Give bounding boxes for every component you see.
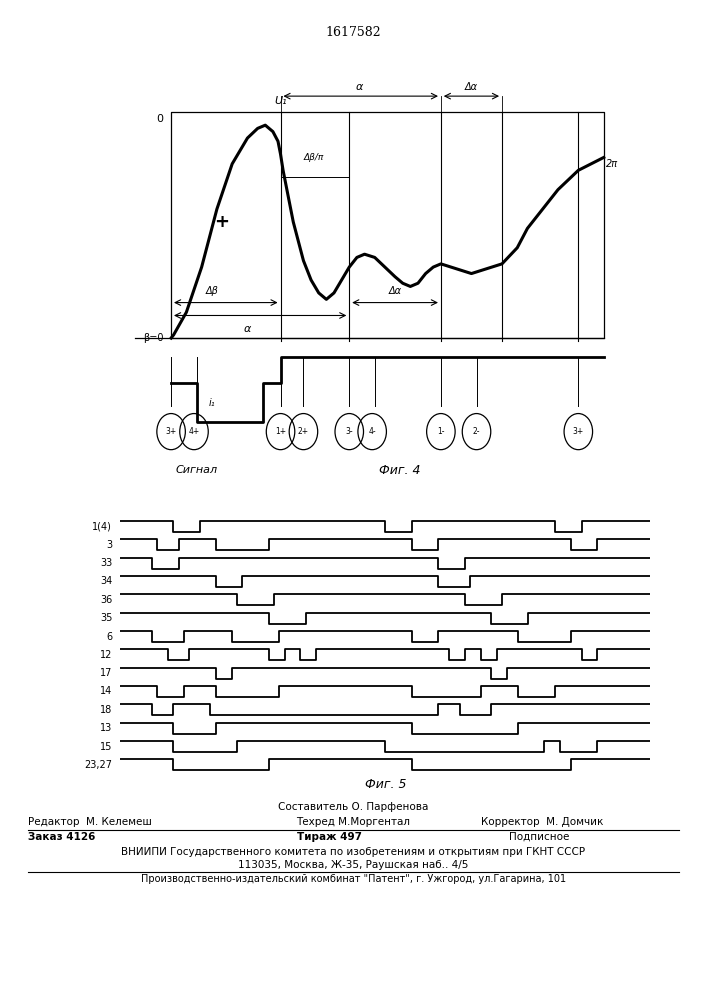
Text: ВНИИПИ Государственного комитета по изобретениям и открытиям при ГКНТ СССР: ВНИИПИ Государственного комитета по изоб… [122,847,585,857]
Text: 36: 36 [100,595,112,605]
Text: Составитель О. Парфенова: Составитель О. Парфенова [279,802,428,812]
Text: 23,27: 23,27 [84,760,112,770]
Text: Техред М.Моргентал: Техред М.Моргентал [296,817,411,827]
Text: 3-: 3- [346,427,353,436]
Text: 35: 35 [100,613,112,623]
Text: 2-: 2- [473,427,480,436]
Text: β=0: β=0 [143,333,163,343]
Text: 3+: 3+ [165,427,177,436]
Text: Фиг. 5: Фиг. 5 [365,778,406,791]
Text: 34: 34 [100,576,112,586]
Text: 14: 14 [100,686,112,696]
Text: 1+: 1+ [275,427,286,436]
Text: 13: 13 [100,723,112,733]
Text: +: + [214,213,230,231]
Text: i₁: i₁ [209,398,215,408]
Text: Тираж 497: Тираж 497 [297,832,362,842]
Text: U₁: U₁ [274,96,287,106]
Text: Производственно-издательский комбинат "Патент", г. Ужгород, ул.Гагарина, 101: Производственно-издательский комбинат "П… [141,874,566,884]
Text: 0: 0 [156,114,163,124]
Text: Редактор  М. Келемеш: Редактор М. Келемеш [28,817,152,827]
Text: 6: 6 [106,632,112,642]
Text: Сигнал: Сигнал [175,465,218,475]
Text: 4+: 4+ [188,427,199,436]
Text: Δα: Δα [465,82,478,92]
Text: 33: 33 [100,558,112,568]
Text: Фиг. 4: Фиг. 4 [380,464,421,477]
Text: 113035, Москва, Ж-35, Раушская наб.. 4/5: 113035, Москва, Ж-35, Раушская наб.. 4/5 [238,860,469,870]
Text: 12: 12 [100,650,112,660]
Text: Корректор  М. Домчик: Корректор М. Домчик [481,817,603,827]
Text: 18: 18 [100,705,112,715]
Text: 2π: 2π [607,159,619,169]
Text: α: α [244,324,251,334]
Text: Подписное: Подписное [509,832,569,842]
Text: 2+: 2+ [298,427,309,436]
Text: 4-: 4- [368,427,376,436]
Text: Заказ 4126: Заказ 4126 [28,832,95,842]
Text: 15: 15 [100,742,112,752]
Text: 3+: 3+ [573,427,584,436]
Text: Δα: Δα [389,286,402,296]
Text: Δβ/π: Δβ/π [303,153,324,162]
Text: 3: 3 [106,540,112,550]
Text: 1-: 1- [437,427,445,436]
Text: Δβ: Δβ [205,286,218,296]
Text: 1(4): 1(4) [93,522,112,532]
Text: 1617582: 1617582 [326,26,381,39]
Text: α: α [356,82,363,92]
Text: 17: 17 [100,668,112,678]
